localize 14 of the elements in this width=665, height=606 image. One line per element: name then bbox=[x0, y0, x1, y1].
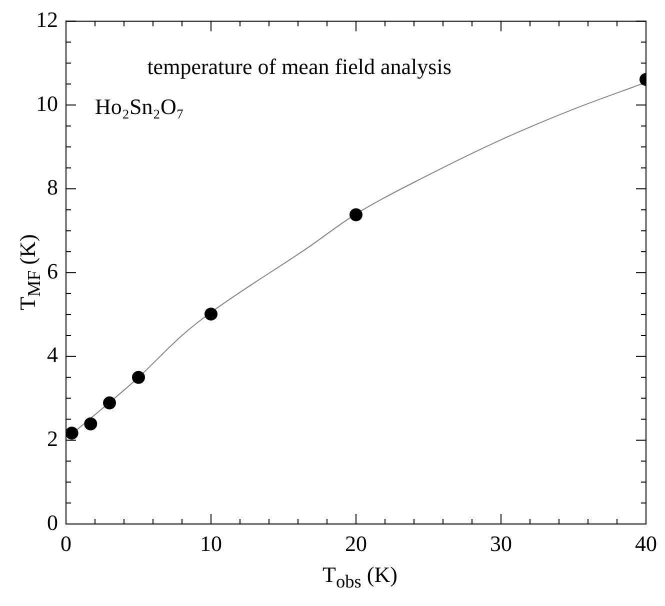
y-tick-label: 4 bbox=[47, 342, 58, 368]
y-tick-label: 12 bbox=[36, 6, 58, 32]
x-tick-label: 40 bbox=[635, 530, 657, 556]
y-tick-label: 10 bbox=[36, 90, 58, 116]
y-tick-label: 6 bbox=[47, 258, 58, 284]
y-tick-label: 2 bbox=[47, 426, 58, 451]
x-tick-label: 20 bbox=[345, 530, 367, 556]
x-tick-label: 30 bbox=[490, 530, 512, 556]
x-axis-title: T$_{obs}$ (K) bbox=[322, 562, 398, 592]
annotation: temperature of mean field analysis bbox=[147, 54, 452, 79]
x-tick-label: 10 bbox=[200, 530, 222, 556]
annotation: Ho₂Sn₂O₇ bbox=[95, 94, 184, 120]
y-tick-label: 8 bbox=[47, 174, 58, 200]
y-tick-label: 0 bbox=[47, 510, 58, 535]
